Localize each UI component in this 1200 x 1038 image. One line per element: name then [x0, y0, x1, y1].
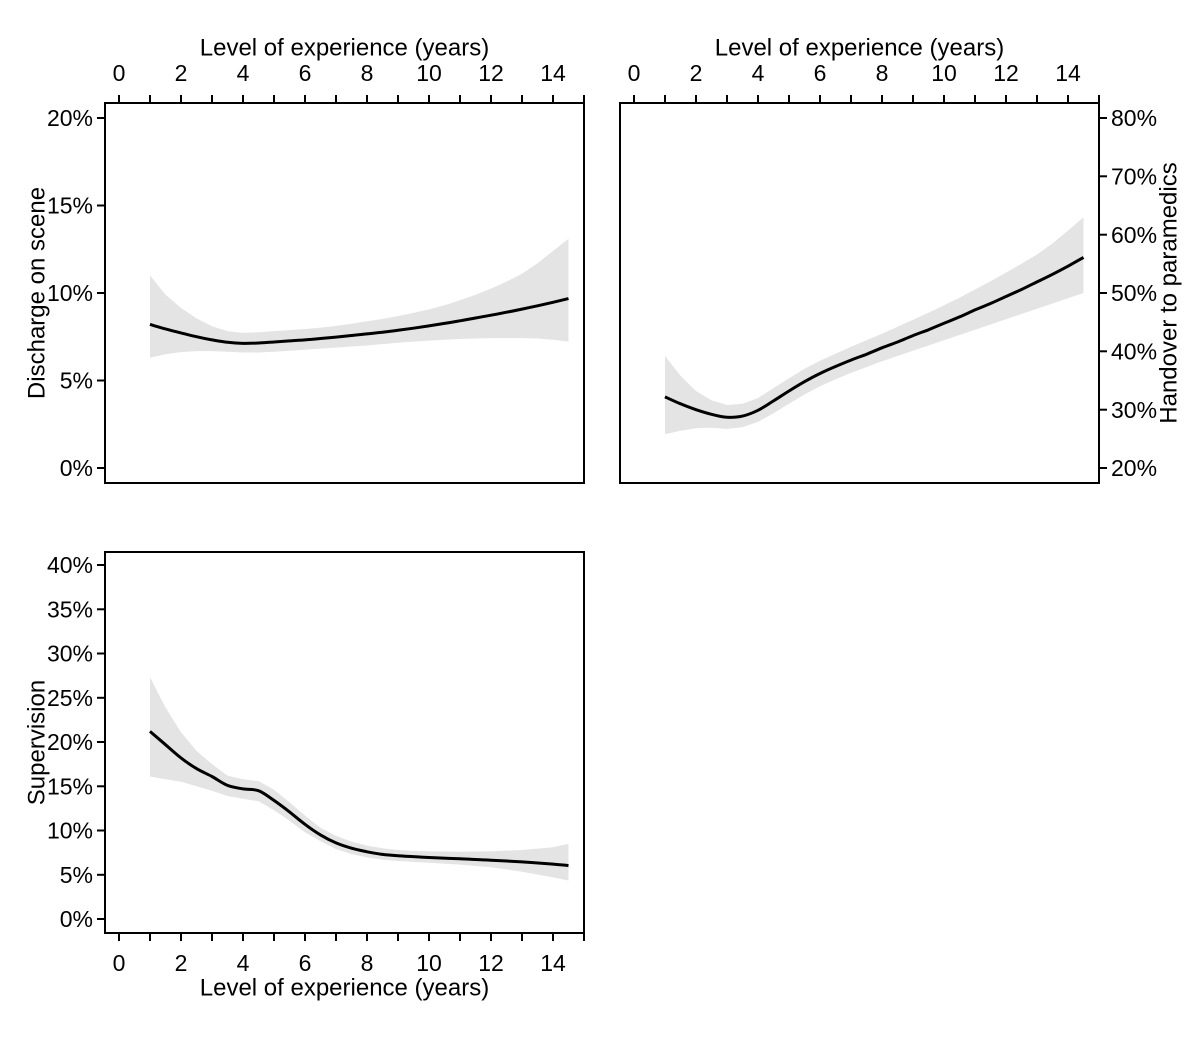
smoothed-mean-line [664, 256, 1085, 419]
x-tick-label: 2 [175, 950, 188, 976]
x-tick-label: 4 [237, 950, 250, 976]
y-tick-label: 20% [47, 729, 93, 755]
x-tick-label: 10 [416, 950, 442, 976]
x-tick-label: 0 [113, 60, 126, 86]
y-tick-label: 50% [1111, 280, 1157, 306]
y-tick-label: 5% [60, 862, 93, 888]
x-axis-title: Level of experience (years) [715, 34, 1004, 61]
y-tick-label: 10% [47, 280, 93, 306]
panel-supervision: 0 2 4 6 8 10 12 14 Level of experience (years) 0%… [23, 551, 585, 1001]
confidence-band [150, 677, 569, 881]
x-tick-label: 0 [113, 950, 126, 976]
x-tick-label: 6 [299, 60, 312, 86]
smoothed-mean-line [148, 730, 569, 867]
x-axis-title: Level of experience (years) [200, 34, 489, 61]
y-tick-label: 0% [60, 455, 93, 481]
x-tick-label: 8 [876, 60, 889, 86]
x-tick-label: 10 [931, 60, 957, 86]
x-tick-label: 0 [628, 60, 641, 86]
y-tick-label: 0% [60, 906, 93, 932]
x-axis-title: Level of experience (years) [200, 974, 489, 1001]
x-tick-label: 12 [478, 950, 504, 976]
y-axis-title: Supervision [23, 680, 50, 805]
x-tick-label: 4 [752, 60, 765, 86]
panel-discharge-on-scene: 0 2 4 6 8 10 12 14 Level of experience (years) 0%… [23, 34, 585, 484]
y-axis-title: Discharge on scene [23, 187, 50, 399]
y-tick-label: 5% [60, 368, 93, 394]
y-tick-label: 25% [47, 685, 93, 711]
y-tick-label: 70% [1111, 163, 1157, 189]
y-tick-label: 35% [47, 596, 93, 622]
y-axis-title: Handover to paramedics [1155, 162, 1182, 423]
y-tick-label: 30% [47, 641, 93, 667]
confidence-band [665, 217, 1084, 435]
y-tick-label: 80% [1111, 105, 1157, 131]
smoothed-mean-line [149, 297, 569, 345]
y-tick-label: 15% [47, 773, 93, 799]
x-tick-label: 14 [540, 950, 566, 976]
x-tick-label: 12 [478, 60, 504, 86]
x-tick-label: 2 [175, 60, 188, 86]
x-tick-label: 10 [416, 60, 442, 86]
x-tick-label: 6 [299, 950, 312, 976]
y-tick-label: 60% [1111, 222, 1157, 248]
y-tick-label: 10% [47, 818, 93, 844]
x-tick-label: 8 [361, 60, 374, 86]
panel-handover-to-paramedics: 0 2 4 6 8 10 12 14 Level of experience (years) 20… [619, 34, 1182, 484]
x-tick-label: 4 [237, 60, 250, 86]
y-tick-label: 20% [1111, 455, 1157, 481]
y-tick-label: 15% [47, 193, 93, 219]
x-tick-label: 6 [814, 60, 827, 86]
confidence-band [150, 238, 569, 358]
y-tick-label: 30% [1111, 397, 1157, 423]
x-tick-label: 8 [361, 950, 374, 976]
y-tick-label: 40% [47, 552, 93, 578]
x-tick-label: 14 [1055, 60, 1081, 86]
x-tick-label: 14 [540, 60, 566, 86]
y-tick-label: 20% [47, 105, 93, 131]
y-tick-label: 40% [1111, 338, 1157, 364]
x-tick-label: 2 [690, 60, 703, 86]
x-tick-label: 12 [993, 60, 1019, 86]
